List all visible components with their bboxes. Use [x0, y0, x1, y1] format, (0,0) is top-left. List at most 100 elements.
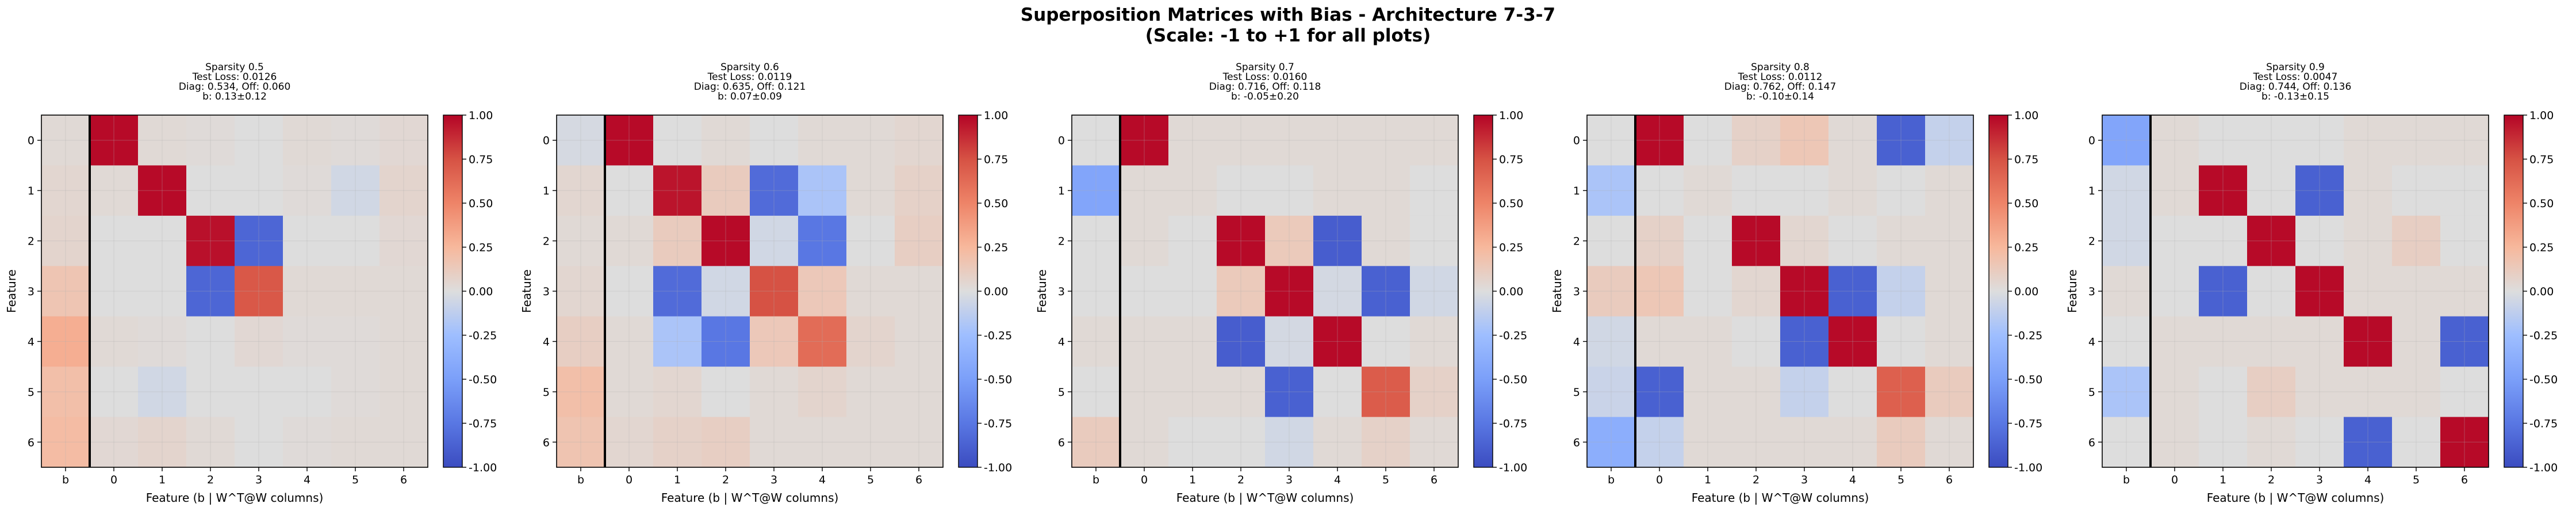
panel-5-ytick-label: 4	[2088, 335, 2095, 348]
panel-2-ytick-label: 5	[543, 386, 550, 399]
panel-2-cell	[750, 215, 799, 266]
panel-1-cell	[186, 266, 235, 317]
panel-5-cell	[2392, 266, 2441, 317]
panel-4-colorbar-tick-label: -0.75	[2014, 418, 2042, 430]
panel-3-cell	[1410, 266, 1459, 317]
panel-2-cell	[895, 316, 944, 367]
panel-3-cell	[1362, 417, 1410, 468]
panel-4-cell	[1877, 367, 1926, 418]
panel-3-xtick-label: 1	[1189, 474, 1196, 486]
panel-1-colorbar-tick-label: -0.25	[469, 330, 497, 342]
panel-4-title-line: Test Loss: 0.0112	[1738, 71, 1823, 83]
panel-3-colorbar-tick-label: 0.50	[1499, 197, 1523, 210]
panel-5-cell	[2440, 367, 2489, 418]
panel-5-cell	[2102, 165, 2151, 216]
panel-2-ytick-label: 4	[543, 335, 550, 348]
panel-1-ytick-label: 3	[28, 285, 34, 298]
panel-3-colorbar-tick-label: 0.25	[1499, 242, 1523, 254]
panel-1-cell	[138, 115, 187, 166]
panel-3-cell	[1217, 417, 1266, 468]
panel-5-xtick-label: 6	[2461, 474, 2468, 486]
panel-2-cell	[653, 316, 702, 367]
panel-3-ylabel: Feature	[1035, 269, 1049, 313]
panel-4-cell	[1780, 115, 1829, 166]
panel-1-cell	[283, 115, 332, 166]
panel-5-cell	[2150, 165, 2199, 216]
panel-1-cell	[331, 215, 380, 266]
panel-5-cell	[2392, 115, 2441, 166]
panel-4-cell	[1732, 115, 1781, 166]
panel-2-cell	[846, 115, 895, 166]
panel-1-cell	[90, 367, 139, 418]
panel-4-cell	[1635, 266, 1684, 317]
panel-3-cell	[1168, 165, 1217, 216]
panel-2-title-line: Sparsity 0.6	[720, 62, 779, 73]
panel-1-xlabel: Feature (b | W^T@W columns)	[146, 491, 324, 505]
panel-5-xtick-label: b	[2123, 474, 2130, 486]
panel-1-cell	[379, 316, 428, 367]
panel-2-cell	[605, 165, 654, 216]
panel-3-cell	[1072, 316, 1121, 367]
panel-5-cell	[2392, 215, 2441, 266]
panel-4-cell	[1925, 215, 1974, 266]
panel-5-colorbar-tick-label: 0.00	[2529, 285, 2554, 298]
panel-3-xtick-label: 0	[1141, 474, 1148, 486]
panel-5-cell	[2102, 266, 2151, 317]
panel-2-cell	[846, 215, 895, 266]
panel-1-cell	[41, 215, 90, 266]
panel-4-colorbar-tick-label: 0.25	[2014, 242, 2038, 254]
panel-4-xlabel: Feature (b | W^T@W columns)	[1692, 491, 1869, 505]
panel-1-ytick-label: 2	[28, 235, 34, 248]
panel-1-colorbar-tick-label: 0.50	[469, 197, 493, 210]
panel-1-cell	[235, 367, 283, 418]
panel-2-colorbar-tick-label: 0.00	[984, 285, 1008, 298]
panel-2-ytick-label: 6	[543, 436, 550, 449]
panel-4-colorbar	[1989, 115, 2008, 467]
panel-5-xtick-label: 1	[2220, 474, 2226, 486]
panel-5-cell	[2344, 115, 2393, 166]
panel-4-colorbar-tick-label: 0.00	[2014, 285, 2038, 298]
panel-3-cell	[1362, 165, 1410, 216]
panel-1-cell	[283, 165, 332, 216]
panel-1-cell	[331, 367, 380, 418]
panel-5-cell	[2247, 367, 2296, 418]
panel-2-cell	[653, 165, 702, 216]
panel-1-cell	[41, 266, 90, 317]
panel-4-cell	[1587, 165, 1636, 216]
panel-1-colorbar-tick-label: -0.50	[469, 373, 497, 386]
panel-3-cell	[1265, 266, 1314, 317]
panel-2-cell	[653, 115, 702, 166]
panel-1-cell	[379, 266, 428, 317]
panel-5-colorbar-tick-label: -0.50	[2529, 373, 2558, 386]
panel-5-cell	[2199, 115, 2248, 166]
panel-5-title-line: Diag: 0.744, Off: 0.136	[2240, 81, 2352, 93]
panel-3-ytick-label: 3	[1058, 285, 1065, 298]
panel-5-ytick-label: 6	[2088, 436, 2095, 449]
panel-5-title-line: b: -0.13±0.15	[2261, 91, 2329, 102]
panel-2-cell	[895, 215, 944, 266]
panel-5-cell	[2150, 115, 2199, 166]
panel-3-cell	[1313, 367, 1362, 418]
panel-4-cell	[1828, 115, 1877, 166]
panel-5-cell	[2392, 316, 2441, 367]
panel-5-cell	[2295, 115, 2344, 166]
panel-2-ytick-label: 1	[543, 185, 550, 197]
panel-3-cell	[1072, 165, 1121, 216]
panel-5-cell	[2199, 165, 2248, 216]
panel-2-ytick-label: 3	[543, 285, 550, 298]
panel-5-cell	[2247, 316, 2296, 367]
panel-4-cell	[1587, 215, 1636, 266]
panel-3-colorbar	[1474, 115, 1493, 467]
panel-3-cell	[1168, 417, 1217, 468]
panel-4-cell	[1635, 165, 1684, 216]
panel-4-ytick-label: 4	[1573, 335, 1580, 348]
panel-5-cell	[2344, 165, 2393, 216]
panel-5-cell	[2295, 215, 2344, 266]
panel-2-cell	[557, 165, 605, 216]
panel-3-colorbar-tick-label: 0.00	[1499, 285, 1523, 298]
panel-5-xtick-label: 4	[2364, 474, 2371, 486]
panel-4-ytick-label: 6	[1573, 436, 1580, 449]
panel-3-cell	[1217, 165, 1266, 216]
panel-1-xtick-label: 1	[159, 474, 166, 486]
panel-4-cell	[1635, 367, 1684, 418]
